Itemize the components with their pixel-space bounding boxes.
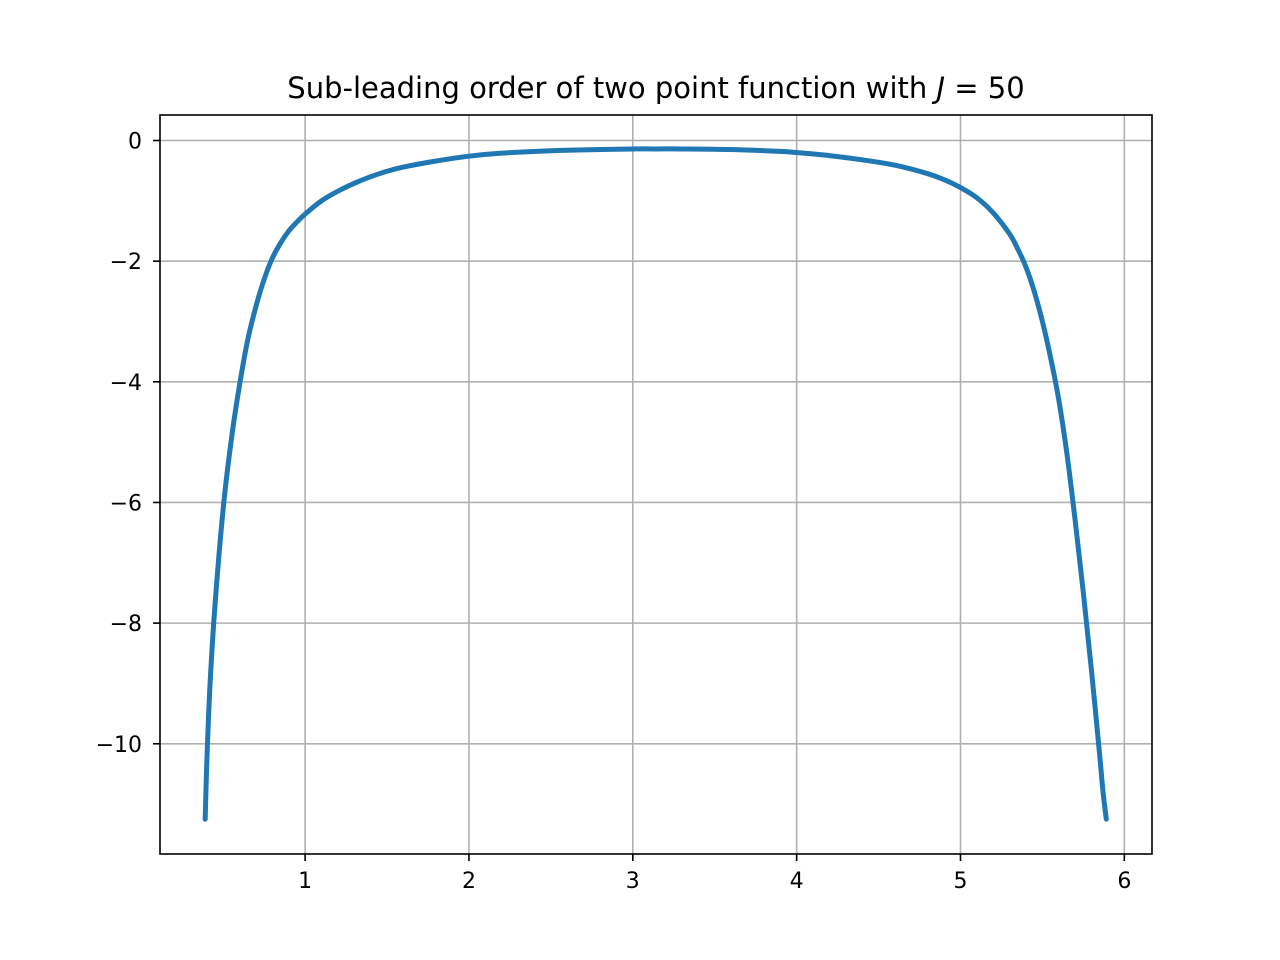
y-tick-label: −10 xyxy=(96,733,142,758)
y-tick-label: −2 xyxy=(110,250,142,275)
x-tick-label: 6 xyxy=(1117,869,1131,894)
series-line xyxy=(202,146,1109,822)
x-tick-label: 5 xyxy=(953,869,967,894)
x-tick-label: 1 xyxy=(298,869,312,894)
axes-frame xyxy=(159,114,1153,855)
chart-title: Sub-leading order of two point function … xyxy=(287,71,1024,105)
y-tick-label: 0 xyxy=(128,130,142,155)
tick-marks xyxy=(153,139,1126,861)
x-tick-label: 2 xyxy=(462,869,476,894)
grid-lines xyxy=(160,115,1152,854)
x-tick-label: 3 xyxy=(626,869,640,894)
y-tick-labels: 0 −2 −4 −6 −8 −10 xyxy=(96,130,142,758)
y-tick-label: −8 xyxy=(110,612,142,637)
x-tick-label: 4 xyxy=(790,869,804,894)
y-tick-label: −4 xyxy=(110,371,142,396)
y-tick-label: −6 xyxy=(110,491,142,516)
x-tick-labels: 1 2 3 4 5 6 xyxy=(298,869,1131,894)
series-layer xyxy=(202,146,1109,822)
